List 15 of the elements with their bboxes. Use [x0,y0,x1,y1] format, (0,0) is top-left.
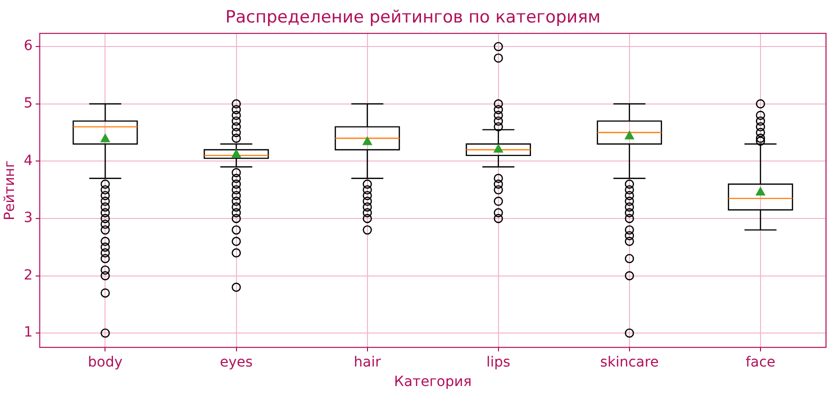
y-tick-label: 2 [24,267,33,284]
y-tick-label: 5 [24,96,33,112]
y-tick-label: 6 [24,38,33,54]
x-tick-label: skincare [600,354,659,370]
chart-title: Распределение рейтингов по категориям [225,8,601,28]
x-tick-label: eyes [220,354,253,370]
x-tick-label: hair [354,354,382,370]
y-tick-label: 3 [24,210,33,226]
x-tick-label: lips [486,354,510,370]
y-axis-title: Рейтинг [2,160,18,220]
y-tick-label: 4 [24,152,33,169]
x-axis-title: Категория [394,374,472,390]
y-tick-label: 1 [24,324,33,341]
x-tick-label: body [88,354,123,370]
x-tick-label: face [746,354,776,370]
